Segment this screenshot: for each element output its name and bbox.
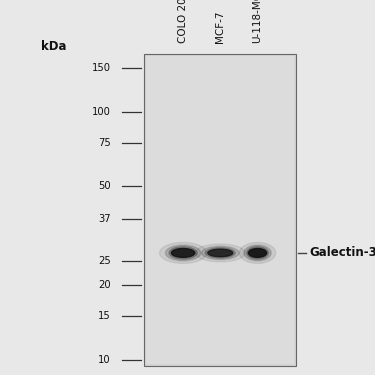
Ellipse shape [208, 249, 233, 257]
Text: 150: 150 [92, 63, 111, 73]
Text: Galectin-3: Galectin-3 [309, 246, 375, 259]
Text: U-118-MG: U-118-MG [252, 0, 262, 43]
Text: 50: 50 [98, 182, 111, 191]
Ellipse shape [169, 247, 197, 259]
Ellipse shape [205, 248, 236, 258]
Text: COLO 205: COLO 205 [178, 0, 188, 43]
Ellipse shape [244, 245, 271, 261]
Text: 25: 25 [98, 256, 111, 266]
Ellipse shape [247, 247, 268, 259]
Text: kDa: kDa [41, 40, 67, 53]
Bar [146, 56, 294, 364]
Ellipse shape [165, 245, 201, 261]
Text: 15: 15 [98, 311, 111, 321]
Text: 20: 20 [98, 280, 111, 290]
Ellipse shape [171, 249, 195, 257]
Bar [144, 54, 296, 366]
Ellipse shape [195, 244, 245, 262]
Text: 37: 37 [98, 214, 111, 224]
Text: 100: 100 [92, 106, 111, 117]
Text: MCF-7: MCF-7 [215, 10, 225, 43]
Ellipse shape [160, 242, 207, 263]
Ellipse shape [239, 242, 276, 263]
Text: 75: 75 [98, 138, 111, 148]
Text: 10: 10 [98, 355, 111, 365]
Ellipse shape [201, 246, 239, 259]
Ellipse shape [248, 249, 267, 257]
